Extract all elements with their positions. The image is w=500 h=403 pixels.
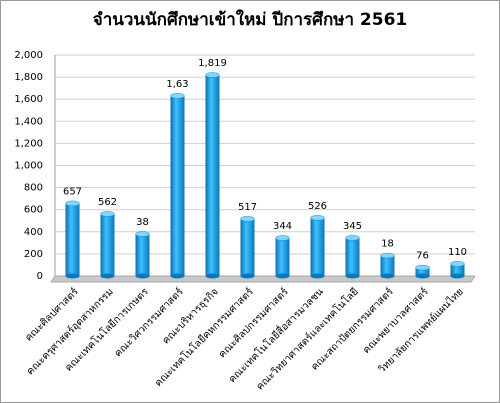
chart-title: จำนวนนักศึกษาเข้าใหม่ ปีการศึกษา 2561 [93,9,407,30]
data-label: 38 [136,217,149,228]
bar-base [310,273,325,279]
bar-base [415,273,430,279]
bar-base [65,273,80,279]
bar-cap [450,261,465,267]
bar-base [240,273,255,279]
bar-cap [170,93,185,99]
y-tick-label: 1,400 [14,116,43,127]
bar-cap [100,211,115,217]
y-tick-label: 1,000 [14,161,43,172]
bar [310,217,325,276]
bar [275,237,290,276]
bar-base [275,273,290,279]
floor [50,275,476,283]
y-tick-label: 200 [24,249,43,260]
bar-base [170,273,185,279]
bar [415,267,430,276]
y-tick-label: 1,600 [14,94,43,105]
bar-cap [380,252,395,259]
data-label: 562 [98,197,117,208]
bar [345,237,360,276]
data-label: 18 [381,239,394,250]
bar [170,95,185,276]
bar-cap [415,264,430,271]
bar-base [345,273,360,279]
bar-base [100,273,115,279]
bar-base [450,273,465,279]
bar [100,213,115,276]
bar-base [380,273,395,279]
bar-cap [240,216,255,222]
y-tick-label: 1,800 [14,72,43,83]
y-tick-label: 800 [24,183,43,194]
data-label: 657 [63,186,82,197]
y-tick-label: 400 [24,227,43,238]
data-label: 526 [308,201,327,212]
bar-base [135,273,150,279]
data-label: 76 [416,251,429,262]
bar-cap [65,200,80,207]
data-label: 110 [448,247,467,258]
bar-cap [310,215,325,221]
y-tick-label: 0 [37,271,43,282]
bar-cap [205,72,220,78]
bar-cap [345,235,360,241]
bar [450,263,465,276]
bar-cap [275,235,290,241]
y-tick-label: 2,000 [14,50,43,61]
y-tick-label: 600 [24,205,43,216]
data-label: 345 [343,221,362,232]
bar [135,234,150,276]
data-label: 517 [238,202,257,213]
bar-cap [135,231,150,237]
data-label: 344 [273,221,292,232]
bar [65,203,80,276]
bar-base [205,273,220,279]
data-label: 1,819 [198,58,227,69]
data-label: 1,63 [166,79,188,90]
bar [205,75,220,276]
bar [380,255,395,276]
y-tick-label: 1,200 [14,138,43,149]
bar [240,218,255,276]
